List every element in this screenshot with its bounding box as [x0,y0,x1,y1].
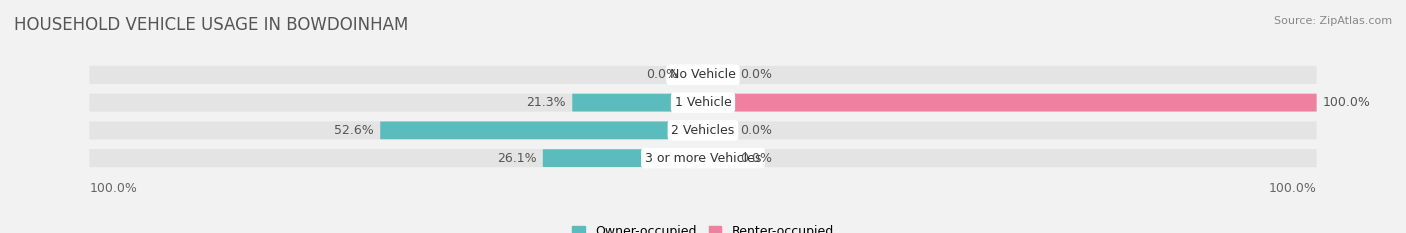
FancyBboxPatch shape [703,94,1316,112]
Text: 0.0%: 0.0% [740,68,772,81]
Text: HOUSEHOLD VEHICLE USAGE IN BOWDOINHAM: HOUSEHOLD VEHICLE USAGE IN BOWDOINHAM [14,16,408,34]
FancyBboxPatch shape [90,94,1316,112]
Text: 26.1%: 26.1% [498,152,537,165]
Text: 100.0%: 100.0% [1268,182,1316,195]
FancyBboxPatch shape [703,149,734,167]
Text: 0.0%: 0.0% [740,152,772,165]
Text: 0.0%: 0.0% [647,68,679,81]
FancyBboxPatch shape [572,94,703,112]
Text: 1 Vehicle: 1 Vehicle [675,96,731,109]
FancyBboxPatch shape [703,66,734,84]
FancyBboxPatch shape [703,121,734,139]
Text: Source: ZipAtlas.com: Source: ZipAtlas.com [1274,16,1392,26]
Text: 3 or more Vehicles: 3 or more Vehicles [645,152,761,165]
Text: 100.0%: 100.0% [90,182,138,195]
Text: No Vehicle: No Vehicle [671,68,735,81]
FancyBboxPatch shape [90,149,1316,167]
Text: 100.0%: 100.0% [1323,96,1371,109]
Legend: Owner-occupied, Renter-occupied: Owner-occupied, Renter-occupied [568,220,838,233]
FancyBboxPatch shape [90,121,1316,139]
Text: 2 Vehicles: 2 Vehicles [672,124,734,137]
Text: 52.6%: 52.6% [335,124,374,137]
FancyBboxPatch shape [543,149,703,167]
FancyBboxPatch shape [90,66,1316,84]
FancyBboxPatch shape [685,66,703,84]
FancyBboxPatch shape [380,121,703,139]
Text: 0.0%: 0.0% [740,124,772,137]
Text: 21.3%: 21.3% [527,96,567,109]
